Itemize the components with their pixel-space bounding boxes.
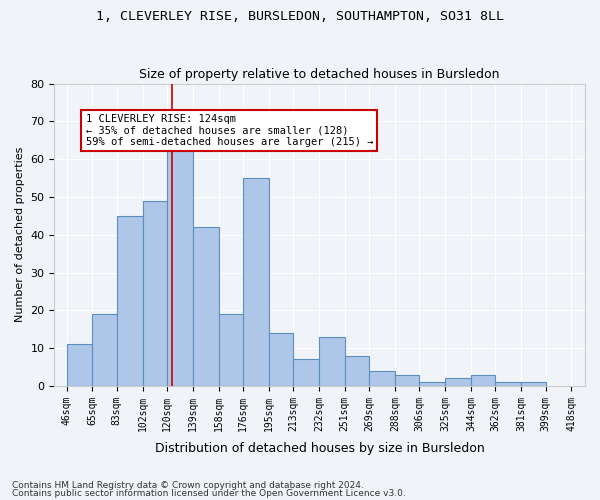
Bar: [243, 178, 269, 386]
Bar: [293, 360, 319, 386]
Bar: [471, 374, 496, 386]
Bar: [445, 378, 471, 386]
Bar: [117, 216, 143, 386]
Bar: [92, 314, 117, 386]
Bar: [167, 136, 193, 386]
Text: Contains HM Land Registry data © Crown copyright and database right 2024.: Contains HM Land Registry data © Crown c…: [12, 481, 364, 490]
Bar: [369, 371, 395, 386]
Bar: [419, 382, 445, 386]
Bar: [521, 382, 545, 386]
Bar: [218, 314, 243, 386]
Text: Contains public sector information licensed under the Open Government Licence v3: Contains public sector information licen…: [12, 488, 406, 498]
Bar: [193, 227, 218, 386]
Bar: [269, 333, 293, 386]
Bar: [67, 344, 92, 386]
Bar: [496, 382, 521, 386]
Bar: [395, 374, 419, 386]
Bar: [345, 356, 369, 386]
X-axis label: Distribution of detached houses by size in Bursledon: Distribution of detached houses by size …: [155, 442, 485, 455]
Bar: [143, 200, 167, 386]
Title: Size of property relative to detached houses in Bursledon: Size of property relative to detached ho…: [139, 68, 500, 81]
Bar: [319, 337, 345, 386]
Y-axis label: Number of detached properties: Number of detached properties: [15, 147, 25, 322]
Text: 1, CLEVERLEY RISE, BURSLEDON, SOUTHAMPTON, SO31 8LL: 1, CLEVERLEY RISE, BURSLEDON, SOUTHAMPTO…: [96, 10, 504, 23]
Text: 1 CLEVERLEY RISE: 124sqm
← 35% of detached houses are smaller (128)
59% of semi-: 1 CLEVERLEY RISE: 124sqm ← 35% of detach…: [86, 114, 373, 147]
